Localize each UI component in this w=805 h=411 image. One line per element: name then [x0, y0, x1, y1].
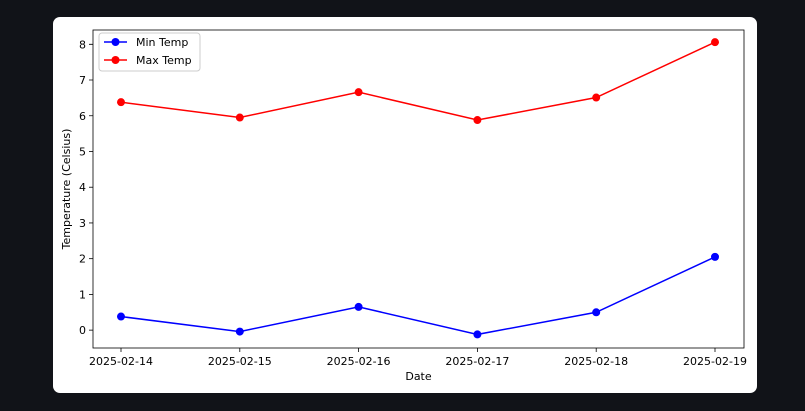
min-temp-point: [235, 327, 244, 336]
min-temp-point: [592, 308, 601, 317]
y-tick-label: 5: [79, 145, 86, 158]
y-axis-ticks: 0 1 2 3 4 5 6 7 8: [79, 38, 93, 337]
x-tick-label: 2025-02-17: [445, 355, 509, 368]
chart-card: 0 1 2 3 4 5 6 7 8 2025-02-14 2025-02-15 2025-02-16…: [53, 17, 757, 393]
max-temp-line: [120, 41, 716, 121]
line-chart: 0 1 2 3 4 5 6 7 8 2025-02-14 2025-02-15 2025-02-16…: [60, 29, 747, 383]
max-temp-point: [592, 93, 601, 102]
x-axis-ticks: 2025-02-14 2025-02-15 2025-02-16 2025-02-17…: [89, 348, 747, 368]
x-tick-label: 2025-02-18: [564, 355, 628, 368]
legend-min-temp-marker: [111, 38, 120, 46]
series-lines: [117, 38, 719, 339]
min-temp-point: [117, 312, 125, 321]
legend-min-temp-label: Min Temp: [136, 36, 188, 49]
min-temp-point: [354, 302, 363, 311]
min-temp-line: [120, 256, 716, 336]
y-tick-label: 1: [79, 288, 86, 301]
min-temp-point: [473, 330, 482, 339]
legend-max-temp-marker: [111, 56, 120, 64]
x-tick-label: 2025-02-14: [89, 355, 153, 368]
legend-max-temp-label: Max Temp: [136, 54, 192, 67]
y-tick-label: 4: [79, 181, 86, 194]
y-tick-label: 7: [79, 74, 86, 87]
y-tick-label: 6: [79, 110, 86, 123]
min-temp-point: [711, 252, 719, 261]
y-tick-label: 0: [79, 324, 86, 337]
x-axis-label: Date: [405, 370, 432, 383]
y-tick-label: 8: [79, 38, 86, 51]
y-axis-label: Temperature (Celsius): [60, 129, 73, 251]
max-temp-point: [235, 113, 244, 122]
max-temp-point: [711, 38, 719, 47]
max-temp-point: [117, 98, 125, 107]
x-tick-label: 2025-02-16: [327, 355, 391, 368]
max-temp-point: [354, 88, 363, 97]
x-tick-label: 2025-02-15: [208, 355, 272, 368]
y-tick-label: 2: [79, 253, 86, 266]
legend: Min Temp Max Temp: [98, 32, 201, 72]
max-temp-point: [473, 116, 482, 125]
y-tick-label: 3: [79, 217, 86, 230]
plot-frame: [92, 29, 745, 349]
x-tick-label: 2025-02-19: [683, 355, 747, 368]
